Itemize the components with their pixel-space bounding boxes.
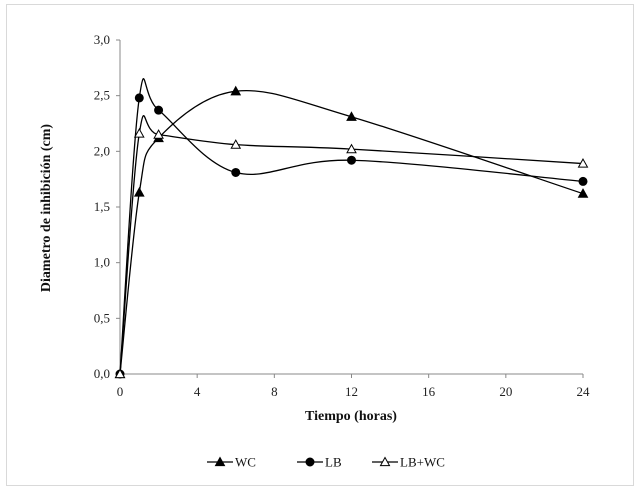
data-point [231, 167, 241, 177]
legend-item: LB [297, 455, 342, 470]
data-point [133, 127, 145, 138]
y-tick-label: 2,5 [94, 88, 110, 103]
data-point [577, 158, 589, 168]
y-tick-label: 0,0 [94, 366, 110, 381]
data-point [578, 176, 588, 186]
data-point [230, 139, 242, 149]
x-tick-label: 8 [271, 384, 278, 399]
data-point [346, 143, 357, 154]
y-tick-label: 3,0 [94, 32, 110, 47]
legend-marker [214, 456, 226, 467]
data-point [346, 111, 357, 121]
legend-label: WC [235, 455, 256, 470]
data-point [114, 368, 126, 379]
data-point [230, 85, 242, 96]
x-tick-label: 24 [577, 384, 591, 399]
x-tick-label: 20 [499, 384, 512, 399]
data-point [133, 186, 145, 197]
axes: 0,0 0,5 1,0 1,5 2,0 2,5 3,0 0 4 8 12 16 20 24 [94, 32, 590, 399]
legend-label: LB [325, 455, 342, 470]
y-tick-label: 2,0 [94, 143, 110, 158]
series-lb-wc [114, 115, 589, 379]
y-tick-label: 1,0 [94, 255, 110, 270]
series-layer [114, 78, 589, 379]
legend-marker [379, 456, 391, 467]
x-tick-label: 4 [194, 384, 201, 399]
legend-label: LB+WC [400, 455, 445, 470]
data-point [577, 188, 589, 198]
series-line [119, 115, 584, 375]
y-tick-label: 1,5 [94, 199, 110, 214]
series-wc [114, 85, 589, 379]
series-lb [115, 78, 588, 379]
legend-item: WC [207, 455, 256, 470]
data-point [347, 155, 356, 165]
x-tick-label: 0 [117, 384, 124, 399]
legend: WC LB LB+WC [207, 455, 445, 470]
data-point [154, 105, 164, 115]
series-line [119, 78, 584, 375]
x-tick-label: 16 [422, 384, 436, 399]
data-point [134, 93, 144, 103]
data-point [153, 129, 164, 139]
legend-marker [305, 457, 315, 467]
chart-frame [6, 4, 634, 486]
y-axis-title: Diametro de inhibición (cm) [39, 124, 54, 292]
x-tick-label: 12 [345, 384, 358, 399]
series-line [119, 90, 584, 375]
legend-item: LB+WC [372, 455, 445, 470]
y-tick-label: 0,5 [94, 310, 110, 325]
x-axis-title: Tiempo (horas) [305, 409, 397, 424]
